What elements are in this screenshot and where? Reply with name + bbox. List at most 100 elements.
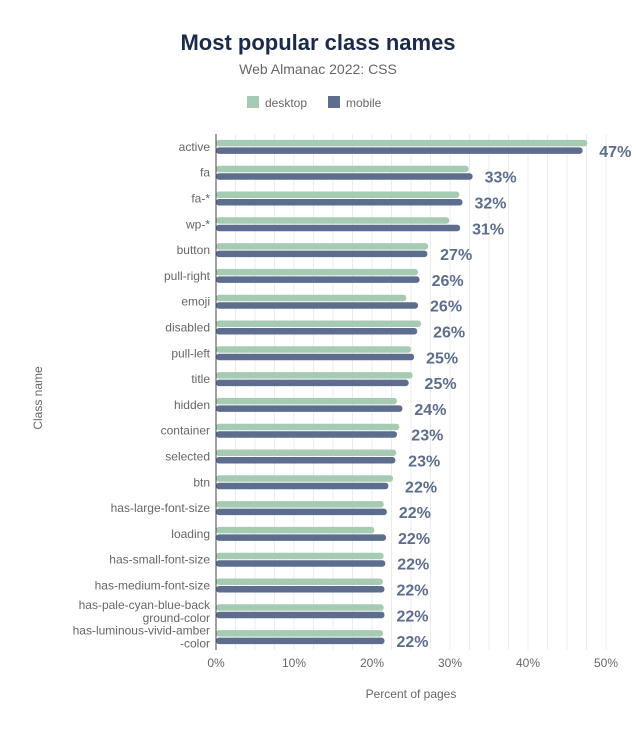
data-label: 22% (396, 583, 428, 600)
x-tick-label: 20% (360, 656, 384, 670)
bar-desktop[interactable] (216, 243, 429, 250)
bar-mobile[interactable] (216, 482, 389, 490)
bar-mobile[interactable] (216, 534, 387, 541)
bar-mobile[interactable] (216, 560, 386, 567)
data-label: 32% (474, 196, 506, 213)
data-label: 25% (426, 350, 458, 367)
category-label: emoji (181, 295, 210, 309)
category-label: container (161, 424, 210, 438)
bar-desktop[interactable] (216, 604, 384, 611)
category-label: fa (200, 166, 210, 180)
bar-desktop[interactable] (216, 268, 419, 276)
category-label: loading (171, 527, 210, 541)
bar-mobile[interactable] (216, 147, 583, 154)
bar-mobile[interactable] (216, 224, 461, 232)
bar-mobile[interactable] (216, 637, 385, 645)
category-label: selected (165, 450, 210, 464)
data-label: 24% (414, 402, 446, 419)
bar-mobile[interactable] (216, 405, 403, 412)
bar-mobile[interactable] (216, 302, 419, 309)
bar-desktop[interactable] (216, 578, 383, 586)
x-tick-label: 10% (282, 656, 306, 670)
category-label: has-large-font-size (111, 501, 211, 515)
bar-desktop[interactable] (216, 526, 375, 534)
bar-desktop[interactable] (216, 191, 460, 199)
bar-mobile[interactable] (216, 457, 396, 464)
bar-desktop[interactable] (216, 294, 407, 302)
bar-desktop[interactable] (216, 217, 450, 224)
data-label: 27% (440, 247, 472, 264)
legend-label-desktop[interactable]: desktop (265, 96, 307, 110)
data-label: 25% (425, 376, 457, 393)
data-label: 31% (472, 221, 504, 238)
bars (216, 139, 588, 645)
y-axis-title: Class name (31, 366, 45, 430)
data-label: 22% (397, 557, 429, 574)
bar-mobile[interactable] (216, 586, 385, 593)
bar-mobile[interactable] (216, 250, 428, 258)
bar-mobile[interactable] (216, 508, 387, 516)
bar-desktop[interactable] (216, 423, 400, 431)
bar-mobile[interactable] (216, 353, 415, 361)
category-label: disabled (165, 321, 210, 335)
legend-swatch-mobile[interactable] (328, 96, 340, 108)
bar-desktop[interactable] (216, 346, 411, 353)
bar-desktop[interactable] (216, 449, 397, 457)
data-label: 26% (430, 299, 462, 316)
category-label: fa-* (191, 192, 210, 206)
data-label: 23% (411, 428, 443, 445)
data-label: 33% (485, 170, 517, 187)
category-label: has-luminous-vivid-amber (73, 624, 210, 638)
category-label: -color (180, 637, 210, 651)
category-label: pull-right (164, 269, 211, 283)
bar-desktop[interactable] (216, 475, 394, 482)
category-label: ground-color (143, 611, 210, 625)
data-label: 26% (432, 273, 464, 290)
bar-mobile[interactable] (216, 199, 463, 206)
legend: desktop mobile (247, 96, 382, 110)
bar-desktop[interactable] (216, 397, 397, 405)
legend-label-mobile[interactable]: mobile (346, 96, 382, 110)
x-axis-title: Percent of pages (366, 687, 457, 701)
x-tick-label: 0% (207, 656, 225, 670)
x-tick-label: 30% (438, 656, 462, 670)
category-label: pull-left (171, 346, 210, 360)
data-labels: 47% 33% 32% 31%27% 26% 26% 26% 25% 25% 24% 23% 23% 2… (396, 144, 631, 651)
data-label: 23% (408, 454, 440, 471)
chart-title: Most popular class names (180, 30, 455, 55)
x-tick-label: 40% (516, 656, 540, 670)
category-label: title (191, 372, 210, 386)
bar-mobile[interactable] (216, 173, 473, 180)
bar-mobile[interactable] (216, 276, 420, 283)
category-label: active (179, 140, 211, 154)
category-label: has-small-font-size (109, 553, 210, 567)
category-label: wp-* (185, 217, 210, 231)
category-label: has-medium-font-size (95, 579, 211, 593)
data-label: 22% (398, 531, 430, 548)
bar-mobile[interactable] (216, 379, 409, 387)
bar-desktop[interactable] (216, 320, 422, 328)
bar-desktop[interactable] (216, 501, 384, 508)
bar-mobile[interactable] (216, 431, 397, 438)
category-label: hidden (174, 398, 210, 412)
chart-subtitle: Web Almanac 2022: CSS (239, 61, 397, 77)
bar-desktop[interactable] (216, 372, 413, 379)
data-label: 22% (396, 634, 428, 651)
bar-desktop[interactable] (216, 139, 588, 147)
x-tick-label: 50% (594, 656, 618, 670)
category-label: btn (193, 475, 210, 489)
category-label: has-pale-cyan-blue-back (79, 598, 211, 612)
data-label: 22% (405, 479, 437, 496)
bar-desktop[interactable] (216, 630, 383, 637)
bar-desktop[interactable] (216, 552, 384, 560)
data-label: 22% (396, 608, 428, 625)
data-label: 47% (599, 144, 631, 161)
bar-mobile[interactable] (216, 611, 385, 619)
legend-swatch-desktop[interactable] (247, 96, 259, 108)
x-tick-labels: 0% 10% 20% 30% 40% 50% (207, 656, 618, 670)
bar-mobile[interactable] (216, 328, 418, 335)
category-label: button (177, 243, 210, 257)
bar-desktop[interactable] (216, 165, 469, 173)
data-label: 22% (399, 505, 431, 522)
